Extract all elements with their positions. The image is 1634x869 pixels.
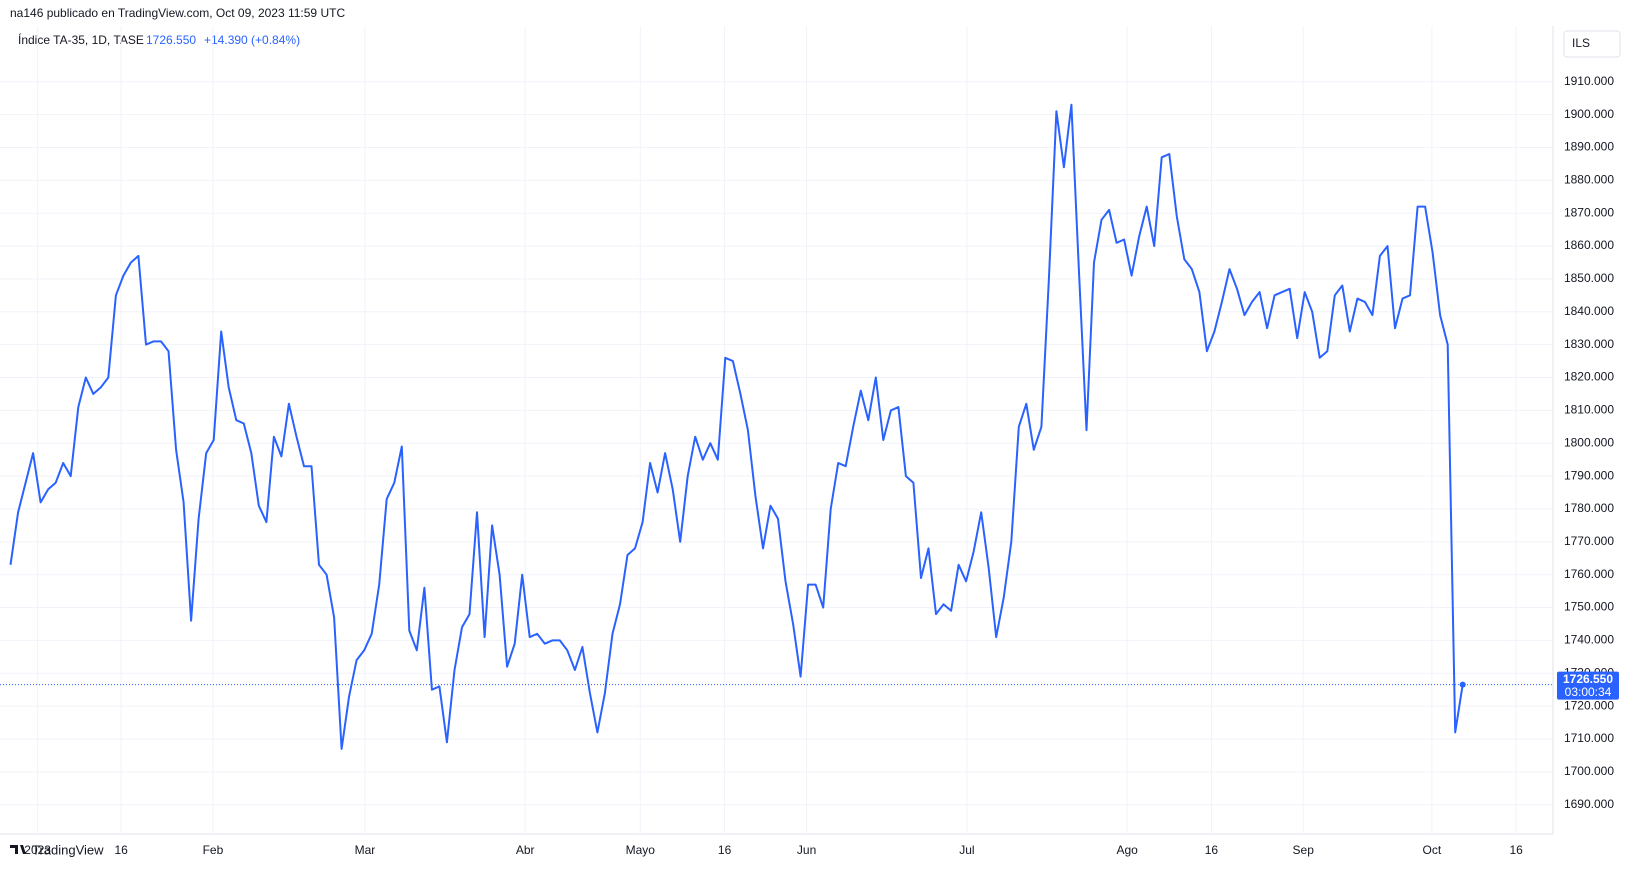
y-tick-label: 1880.000 bbox=[1564, 172, 1614, 186]
legend-change: +14.390 (+0.84%) bbox=[204, 33, 300, 47]
x-tick-label: Mayo bbox=[626, 843, 656, 857]
x-tick-label: Jun bbox=[797, 843, 816, 857]
y-tick-label: 1810.000 bbox=[1564, 403, 1614, 417]
y-tick-label: 1820.000 bbox=[1564, 370, 1614, 384]
countdown: 03:00:34 bbox=[1565, 685, 1612, 699]
logo: TradingView bbox=[10, 842, 104, 857]
x-tick-label: Feb bbox=[203, 843, 224, 857]
y-tick-label: 1840.000 bbox=[1564, 304, 1614, 318]
y-tick-label: 1800.000 bbox=[1564, 435, 1614, 449]
y-tick-label: 1750.000 bbox=[1564, 600, 1614, 614]
x-tick-label: 2023 bbox=[24, 843, 51, 857]
y-tick-label: 1780.000 bbox=[1564, 501, 1614, 515]
y-tick-label: 1690.000 bbox=[1564, 797, 1614, 811]
y-tick-label: 1720.000 bbox=[1564, 698, 1614, 712]
x-tick-label: Jul bbox=[959, 843, 974, 857]
plot: 1690.0001700.0001710.0001720.0001730.000… bbox=[0, 26, 1619, 857]
y-tick-label: 1870.000 bbox=[1564, 205, 1614, 219]
legend-symbol: Índice TA-35, 1D, TASE bbox=[18, 32, 144, 47]
y-tick-label: 1910.000 bbox=[1564, 74, 1614, 88]
x-tick-label: Mar bbox=[355, 843, 376, 857]
y-tick-label: 1890.000 bbox=[1564, 140, 1614, 154]
last-price-dot bbox=[1459, 681, 1466, 688]
price-line bbox=[9, 103, 1464, 750]
legend-last: 1726.550 bbox=[146, 33, 196, 47]
y-tick-label: 1900.000 bbox=[1564, 107, 1614, 121]
y-tick-label: 1760.000 bbox=[1564, 567, 1614, 581]
header: na146 publicado en TradingView.com, Oct … bbox=[10, 6, 345, 20]
x-tick-label: 16 bbox=[718, 843, 732, 857]
currency-button[interactable] bbox=[1563, 30, 1621, 58]
x-tick-label: 16 bbox=[1509, 843, 1523, 857]
price-label: 1726.550 bbox=[1563, 672, 1613, 686]
currency: ILS bbox=[1572, 36, 1590, 50]
x-tick-label: 16 bbox=[114, 843, 128, 857]
x-tick-label: Abr bbox=[516, 843, 535, 857]
price-label-box bbox=[1557, 671, 1619, 700]
y-tick-label: 1700.000 bbox=[1564, 764, 1614, 778]
x-tick-label: 16 bbox=[1205, 843, 1219, 857]
y-tick-label: 1770.000 bbox=[1564, 534, 1614, 548]
y-tick-label: 1850.000 bbox=[1564, 271, 1614, 285]
footer: TradingView bbox=[32, 842, 104, 857]
y-tick-label: 1740.000 bbox=[1564, 633, 1614, 647]
y-tick-label: 1830.000 bbox=[1564, 337, 1614, 351]
x-tick-label: Oct bbox=[1423, 843, 1442, 857]
y-tick-label: 1790.000 bbox=[1564, 468, 1614, 482]
y-tick-label: 1710.000 bbox=[1564, 731, 1614, 745]
x-tick-label: Ago bbox=[1116, 843, 1138, 857]
y-tick-label: 1860.000 bbox=[1564, 238, 1614, 252]
x-tick-label: Sep bbox=[1293, 843, 1315, 857]
